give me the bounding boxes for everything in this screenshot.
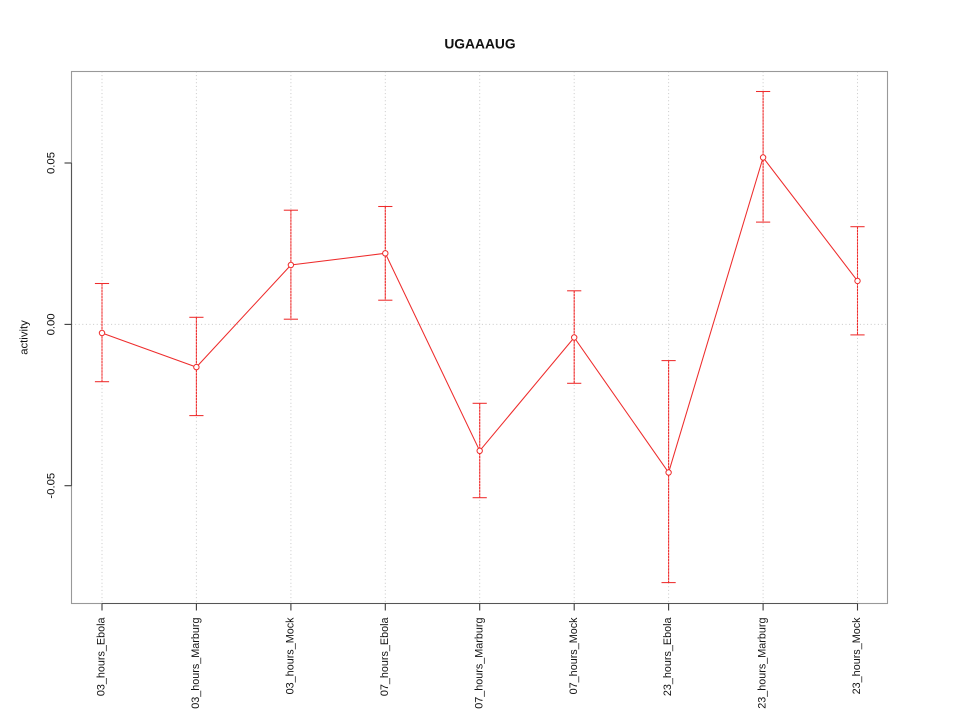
svg-text:UGAAAUG: UGAAAUG [444,36,515,51]
svg-text:07_hours_Mock: 07_hours_Mock [568,617,580,694]
svg-text:23_hours_Ebola: 23_hours_Ebola [662,618,674,697]
svg-text:07_hours_Ebola: 07_hours_Ebola [379,618,391,697]
svg-text:-0.05: -0.05 [46,473,58,499]
svg-text:0.00: 0.00 [46,313,58,335]
svg-text:0.05: 0.05 [46,152,58,174]
svg-text:23_hours_Mock: 23_hours_Mock [851,617,863,694]
svg-text:03_hours_Marburg: 03_hours_Marburg [190,618,202,709]
svg-text:activity: activity [19,320,31,355]
svg-text:03_hours_Mock: 03_hours_Mock [285,617,297,694]
svg-text:23_hours_Marburg: 23_hours_Marburg [757,618,769,709]
svg-text:07_hours_Marburg: 07_hours_Marburg [473,618,485,709]
svg-text:03_hours_Ebola: 03_hours_Ebola [96,618,108,697]
